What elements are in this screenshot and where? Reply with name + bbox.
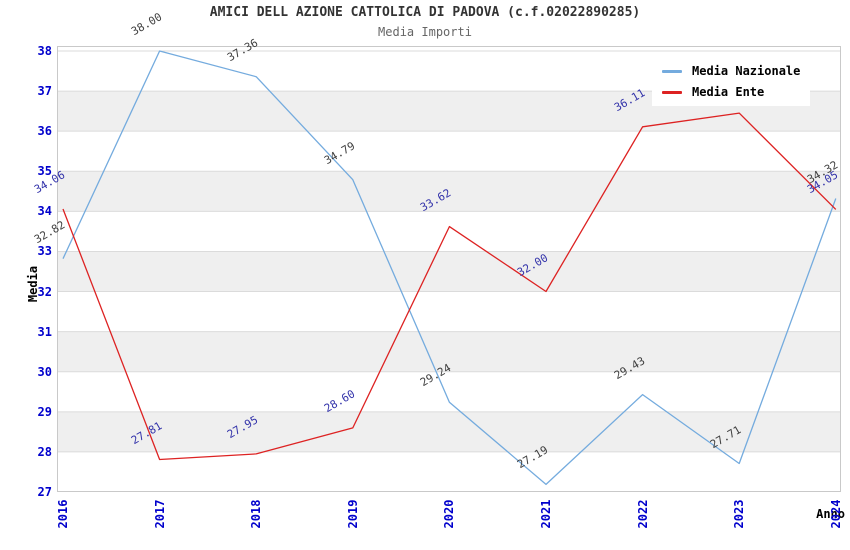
y-tick-29: 29 [37, 404, 52, 419]
y-tick-34: 34 [37, 204, 52, 219]
x-tick-2017: 2017 [152, 499, 167, 529]
plot-svg [57, 46, 841, 493]
y-tick-31: 31 [37, 324, 52, 339]
band [57, 451, 841, 492]
x-tick-2016: 2016 [56, 499, 70, 529]
y-tick-27: 27 [37, 485, 52, 499]
series-line-nazionale [62, 50, 837, 486]
y-tick-36: 36 [37, 124, 52, 139]
band [57, 171, 841, 212]
x-tick-2023: 2023 [732, 499, 747, 529]
legend-label: Media Ente [692, 85, 765, 99]
x-tick-2022: 2022 [635, 499, 650, 529]
x-tick-2020: 2020 [442, 499, 457, 529]
chart-subtitle: Media Importi [378, 25, 472, 39]
legend-line-swatch-icon [662, 90, 682, 94]
x-tick-2024: 2024 [828, 499, 843, 529]
y-tick-32: 32 [37, 284, 52, 299]
y-tick-37: 37 [37, 84, 52, 99]
band [57, 291, 841, 332]
band [57, 371, 841, 412]
legend: Media Nazionale Media Ente [652, 57, 810, 106]
x-tick-2018: 2018 [249, 499, 264, 529]
plot-border [57, 46, 841, 492]
band [57, 251, 841, 292]
y-tick-28: 28 [37, 444, 52, 459]
y-tick-38: 38 [37, 44, 52, 58]
x-tick-2019: 2019 [345, 499, 360, 529]
band [57, 411, 841, 452]
legend-item-media-ente: Media Ente [662, 85, 800, 99]
y-tick-35: 35 [37, 164, 52, 179]
x-tick-2021: 2021 [539, 499, 553, 529]
series-line-ente [62, 112, 837, 461]
y-tick-33: 33 [37, 244, 52, 259]
legend-line-swatch-icon [662, 69, 682, 73]
band [57, 211, 841, 252]
band [57, 131, 841, 172]
y-tick-30: 30 [37, 364, 52, 379]
plot-area [57, 46, 841, 493]
chart-title: AMICI DELL AZIONE CATTOLICA DI PADOVA (c… [209, 5, 641, 20]
band [57, 331, 841, 372]
legend-label: Media Nazionale [692, 64, 801, 78]
x-axis-title: Anno [816, 507, 845, 521]
legend-item-media-nazionale: Media Nazionale [662, 64, 800, 78]
